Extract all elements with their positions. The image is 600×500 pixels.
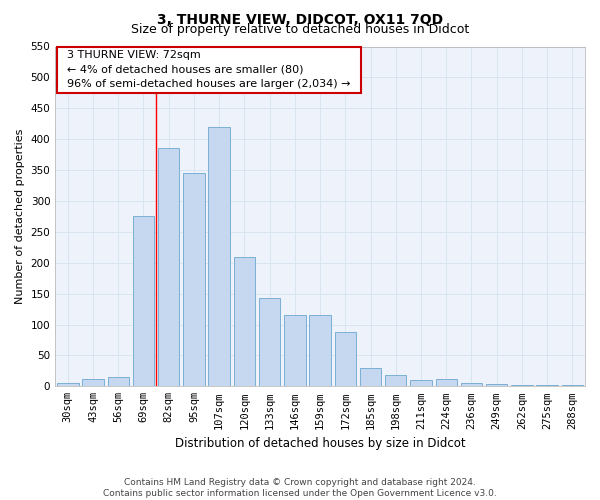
Y-axis label: Number of detached properties: Number of detached properties xyxy=(15,128,25,304)
Bar xyxy=(335,332,356,386)
Bar xyxy=(310,316,331,386)
Bar xyxy=(461,383,482,386)
X-axis label: Distribution of detached houses by size in Didcot: Distribution of detached houses by size … xyxy=(175,437,466,450)
Bar xyxy=(233,256,255,386)
Bar xyxy=(183,173,205,386)
Bar xyxy=(133,216,154,386)
Bar xyxy=(536,385,558,386)
Bar xyxy=(410,380,432,386)
Bar xyxy=(208,127,230,386)
Bar xyxy=(436,379,457,386)
Bar xyxy=(511,385,533,386)
Text: Size of property relative to detached houses in Didcot: Size of property relative to detached ho… xyxy=(131,22,469,36)
Text: 3 THURNE VIEW: 72sqm  
  ← 4% of detached houses are smaller (80)  
  96% of sem: 3 THURNE VIEW: 72sqm ← 4% of detached ho… xyxy=(61,50,358,90)
Bar xyxy=(158,148,179,386)
Bar xyxy=(259,298,280,386)
Bar xyxy=(82,379,104,386)
Bar xyxy=(486,384,508,386)
Bar xyxy=(385,375,406,386)
Bar xyxy=(57,383,79,386)
Bar xyxy=(284,316,305,386)
Text: Contains HM Land Registry data © Crown copyright and database right 2024.
Contai: Contains HM Land Registry data © Crown c… xyxy=(103,478,497,498)
Bar xyxy=(107,377,129,386)
Bar xyxy=(562,385,583,386)
Bar xyxy=(360,368,381,386)
Text: 3, THURNE VIEW, DIDCOT, OX11 7QD: 3, THURNE VIEW, DIDCOT, OX11 7QD xyxy=(157,12,443,26)
